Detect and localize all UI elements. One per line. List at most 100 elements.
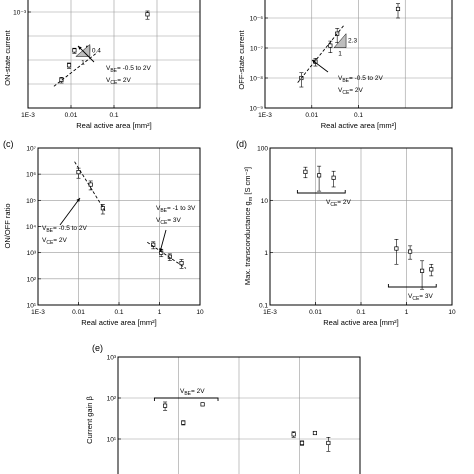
data-point: [179, 261, 184, 266]
x-tick-label: 10: [196, 309, 204, 316]
data-point: [326, 440, 331, 446]
group-label-vce-2v: VCE= 2V: [326, 199, 352, 208]
arrow-line: [77, 45, 95, 63]
x-tick-label: 1E-3: [21, 112, 35, 119]
annotation-vce-left: VCE= 2V: [42, 237, 68, 246]
data-point: [395, 6, 401, 12]
x-tick-label: 1: [405, 309, 409, 316]
slope-run-label: 1: [81, 59, 85, 66]
data-point: [159, 250, 164, 255]
y-tick-label: 10²: [107, 396, 117, 403]
data-point: [408, 249, 413, 254]
data-point: [181, 420, 186, 425]
x-tick-label: 10: [448, 309, 456, 316]
group-bracket: [387, 284, 437, 288]
annotation-vbe-right: VBE= -1 to 3V: [156, 205, 196, 214]
y-tick-label: 10⁵: [26, 198, 36, 205]
x-axis-title: Real active area [mm²]: [76, 121, 151, 130]
y-tick-label: 10³: [107, 355, 117, 362]
panel-label: (c): [3, 139, 14, 149]
x-axis-title: Real active area [mm²]: [323, 318, 398, 327]
y-tick-label: 10: [261, 198, 269, 205]
y-tick-label: 10⁷: [26, 146, 36, 153]
fit-line: [297, 24, 345, 83]
data-point: [394, 246, 399, 251]
data-point: [72, 48, 77, 53]
x-tick-label: 1E-3: [31, 309, 45, 316]
data-point: [100, 206, 105, 211]
x-tick-label: 0.1: [354, 112, 363, 119]
slope-triangle: [333, 33, 347, 48]
x-tick-label: 1E-3: [258, 112, 272, 119]
data-point: [299, 440, 305, 446]
group-label-vbe-2v: VBE= 2V: [180, 388, 205, 397]
y-tick-label: 10³: [27, 250, 37, 257]
group-bracket: [296, 190, 346, 194]
annotation-vbe-left: VBE= -0.5 to 2V: [42, 225, 87, 234]
annotation-vce-right: VCE= 3V: [156, 217, 182, 226]
y-tick-label: 10⁻⁷: [250, 46, 264, 53]
arrow-line: [159, 229, 167, 253]
y-tick-label: 100: [257, 146, 268, 153]
x-axis-title: Real active area [mm²]: [321, 121, 396, 130]
y-axis-title: OFF-state current: [237, 29, 246, 89]
data-point: [163, 403, 168, 408]
data-point: [76, 170, 81, 175]
data-point: [88, 182, 93, 187]
arrowhead: [312, 60, 316, 64]
slope-run-label: 1: [338, 51, 342, 58]
slope-rise-label: 0.4: [92, 47, 101, 54]
arrow-line: [59, 197, 81, 226]
y-axis-title: Max. transconductance gm [S cm⁻²]: [243, 167, 254, 285]
y-tick-label: 10²: [27, 276, 37, 283]
data-point: [303, 169, 308, 174]
x-tick-label: 0.01: [309, 309, 322, 316]
plot-frame-4: [117, 356, 361, 474]
x-tick-label: 0.01: [72, 309, 85, 316]
x-tick-label: 1E-3: [263, 309, 277, 316]
x-tick-label: 0.1: [114, 309, 123, 316]
data-point: [328, 43, 333, 48]
fit-line: [147, 241, 187, 269]
annotation-vce: VCE= 2V: [338, 87, 364, 96]
annotation-vbe: VBE= -0.5 to 2V: [106, 65, 151, 74]
data-point: [420, 268, 425, 273]
group-bracket: [153, 397, 219, 401]
panel-label: (e): [92, 343, 103, 353]
slope-rise-label: 2.3: [348, 38, 357, 45]
data-point: [312, 430, 317, 436]
y-tick-label: 1: [264, 250, 268, 257]
data-point: [291, 432, 296, 437]
data-point: [429, 267, 434, 272]
y-tick-label: 10¹: [27, 303, 37, 310]
y-tick-label: 10⁻⁸: [250, 76, 264, 83]
y-tick-label: 10⁻⁹: [250, 106, 264, 113]
x-tick-label: 0.1: [356, 309, 365, 316]
y-tick-label: 10⁻⁶: [250, 16, 264, 23]
x-axis-title: Real active area [mm²]: [81, 318, 156, 327]
y-tick-label: 10¹: [107, 437, 117, 444]
arrowhead: [76, 198, 80, 202]
y-axis-title: ON/OFF ratio: [3, 203, 12, 248]
annotation-vce: VCE= 2V: [106, 77, 132, 86]
data-point: [317, 173, 322, 178]
data-point: [331, 175, 336, 180]
y-tick-label: 10⁴: [26, 224, 36, 231]
y-tick-label: 10⁻³: [13, 10, 27, 17]
annotation-vbe: VBE= -0.5 to 2V: [338, 75, 383, 84]
fit-line: [53, 52, 98, 87]
y-axis-title: ON-state current: [3, 29, 12, 85]
data-point: [145, 12, 150, 17]
arrowhead: [78, 46, 82, 50]
data-point: [200, 402, 205, 407]
group-label-vce-3v: VCE= 3V: [408, 293, 434, 302]
data-point: [66, 63, 72, 68]
arrowhead: [159, 248, 163, 252]
y-tick-label: 0.1: [259, 303, 268, 310]
x-tick-label: 0.01: [305, 112, 318, 119]
y-tick-label: 10⁶: [26, 172, 36, 179]
x-tick-label: 1: [158, 309, 162, 316]
data-point: [59, 77, 64, 82]
y-axis-title: Current gain β: [85, 395, 94, 443]
